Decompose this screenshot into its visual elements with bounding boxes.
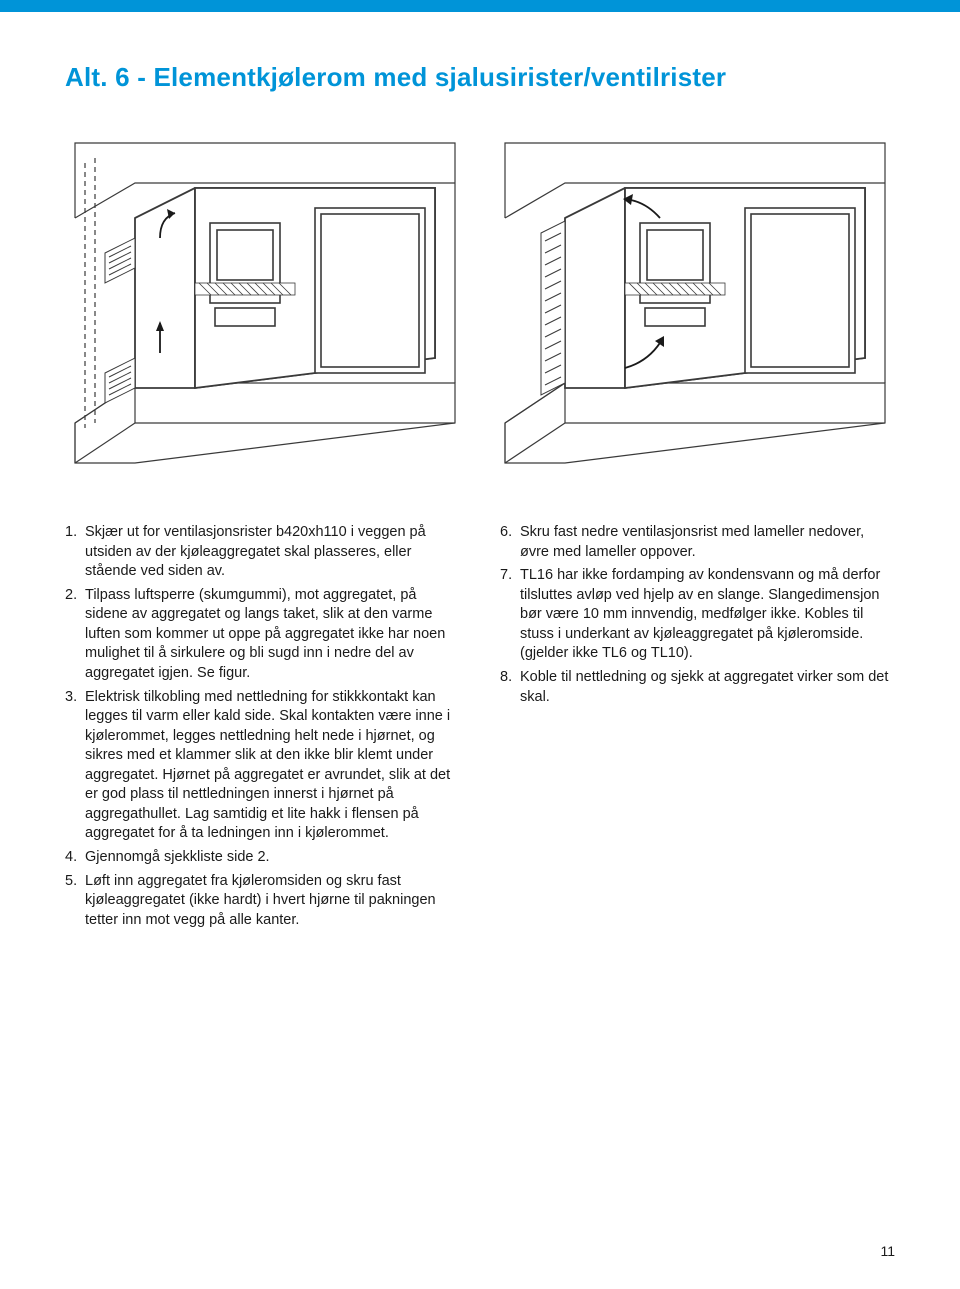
diagram-left <box>65 123 465 483</box>
page-content: Alt. 6 - Elementkjølerom med sjalusirist… <box>0 12 960 974</box>
list-item: 1.Skjær ut for ventilasjonsrister b420xh… <box>65 523 460 582</box>
item-text: Koble til nettledning og sjekk at aggreg… <box>520 668 895 707</box>
item-number: 4. <box>65 848 85 868</box>
top-brand-bar <box>0 0 960 12</box>
item-text: Tilpass luftsperre (skumgummi), mot aggr… <box>85 586 460 684</box>
item-text: TL16 har ikke fordamping av kondensvann … <box>520 566 895 664</box>
item-number: 6. <box>500 523 520 562</box>
page-number: 11 <box>880 1243 895 1259</box>
list-item: 5.Løft inn aggregatet fra kjøleromsiden … <box>65 872 460 931</box>
item-text: Løft inn aggregatet fra kjøleromsiden og… <box>85 872 460 931</box>
item-number: 3. <box>65 688 85 845</box>
text-columns: 1.Skjær ut for ventilasjonsrister b420xh… <box>65 523 895 934</box>
diagram-row <box>65 123 895 483</box>
item-number: 7. <box>500 566 520 664</box>
item-number: 2. <box>65 586 85 684</box>
page-title: Alt. 6 - Elementkjølerom med sjalusirist… <box>65 62 895 93</box>
item-text: Skru fast nedre ventilasjonsrist med lam… <box>520 523 895 562</box>
item-text: Gjennomgå sjekkliste side 2. <box>85 848 460 868</box>
list-item: 7.TL16 har ikke fordamping av kondensvan… <box>500 566 895 664</box>
column-left: 1.Skjær ut for ventilasjonsrister b420xh… <box>65 523 460 934</box>
item-number: 8. <box>500 668 520 707</box>
list-item: 8.Koble til nettledning og sjekk at aggr… <box>500 668 895 707</box>
item-text: Skjær ut for ventilasjonsrister b420xh11… <box>85 523 460 582</box>
item-number: 1. <box>65 523 85 582</box>
list-item: 2.Tilpass luftsperre (skumgummi), mot ag… <box>65 586 460 684</box>
list-item: 6.Skru fast nedre ventilasjonsrist med l… <box>500 523 895 562</box>
list-item: 3.Elektrisk tilkobling med nettledning f… <box>65 688 460 845</box>
item-number: 5. <box>65 872 85 931</box>
diagram-right <box>495 123 895 483</box>
list-item: 4.Gjennomgå sjekkliste side 2. <box>65 848 460 868</box>
item-text: Elektrisk tilkobling med nettledning for… <box>85 688 460 845</box>
column-right: 6.Skru fast nedre ventilasjonsrist med l… <box>500 523 895 934</box>
